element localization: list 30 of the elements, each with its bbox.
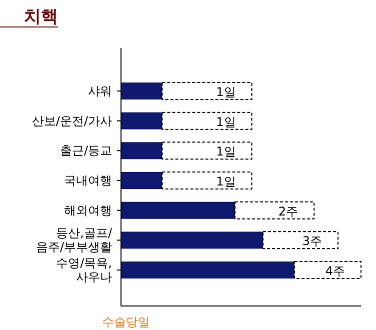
bar (122, 232, 264, 249)
y-tick-label: 샤워 (88, 84, 112, 98)
bar (162, 142, 252, 160)
annotation: 1일 (216, 144, 236, 159)
annotation: 3주 (302, 234, 322, 248)
bar (122, 112, 162, 130)
annotation: 1일 (216, 85, 236, 99)
chart-title: 치핵 (24, 7, 58, 27)
y-tick-label: 등산,골프/ 음주/부부생활 (36, 226, 113, 254)
bar (162, 172, 252, 190)
x-axis-title: 수술당일 (102, 315, 150, 329)
y-tick-label: 산보/운전/가사 (32, 114, 112, 128)
annotation: 4주 (325, 264, 345, 278)
y-tick-label: 출근/등교 (60, 144, 112, 158)
bar (262, 231, 339, 250)
bar (122, 262, 294, 278)
y-tick-label: 수영/목욕, 사우나 (56, 256, 112, 284)
bar (162, 82, 252, 100)
annotation: 2주 (278, 204, 298, 218)
y-tick-label: 국내여행 (64, 174, 112, 188)
annotation: 1일 (216, 114, 236, 129)
annotation: 1일 (216, 174, 236, 188)
bar (122, 202, 236, 219)
bar (122, 172, 162, 189)
y-tick-label: 해외여행 (64, 203, 112, 218)
bar (294, 261, 362, 279)
bar (234, 201, 315, 220)
bar (122, 142, 162, 160)
bar (122, 82, 162, 100)
bar (162, 112, 252, 130)
